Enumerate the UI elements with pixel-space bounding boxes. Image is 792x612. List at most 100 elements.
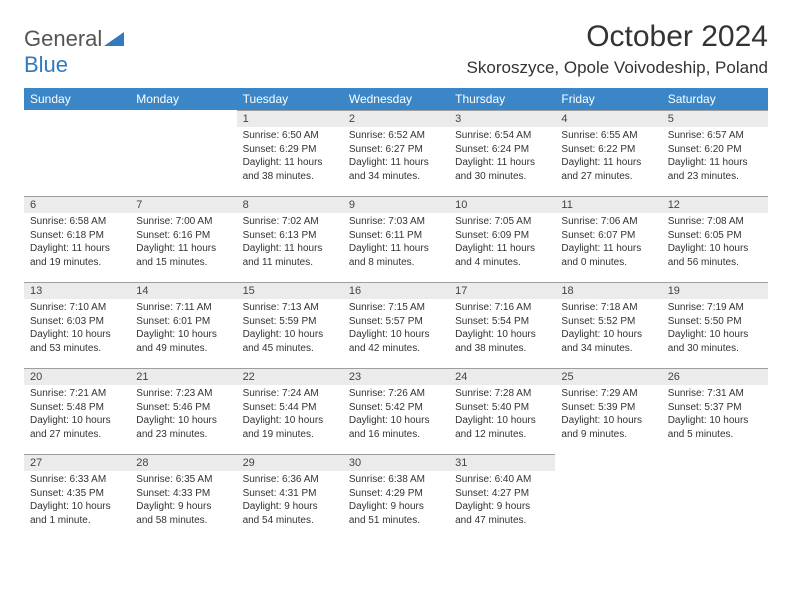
day-number: 11 [555, 196, 661, 213]
day-content: Sunrise: 7:15 AMSunset: 5:57 PMDaylight:… [343, 299, 449, 357]
header: General Blue October 2024 Skoroszyce, Op… [24, 20, 768, 86]
sunset-text: Sunset: 5:37 PM [668, 401, 762, 415]
sunrise-text: Sunrise: 7:15 AM [349, 301, 443, 315]
calendar-cell: 24Sunrise: 7:28 AMSunset: 5:40 PMDayligh… [449, 368, 555, 454]
daylight-text: Daylight: 11 hours and 27 minutes. [561, 156, 655, 183]
sunset-text: Sunset: 4:31 PM [243, 487, 337, 501]
weekday-header: Saturday [662, 88, 768, 110]
day-number: 7 [130, 196, 236, 213]
sunrise-text: Sunrise: 6:50 AM [243, 129, 337, 143]
table-row: 13Sunrise: 7:10 AMSunset: 6:03 PMDayligh… [24, 282, 768, 368]
calendar-cell: 7Sunrise: 7:00 AMSunset: 6:16 PMDaylight… [130, 196, 236, 282]
calendar-cell: 1Sunrise: 6:50 AMSunset: 6:29 PMDaylight… [237, 110, 343, 196]
calendar-cell: 14Sunrise: 7:11 AMSunset: 6:01 PMDayligh… [130, 282, 236, 368]
calendar-cell: 19Sunrise: 7:19 AMSunset: 5:50 PMDayligh… [662, 282, 768, 368]
day-content: Sunrise: 6:54 AMSunset: 6:24 PMDaylight:… [449, 127, 555, 185]
day-content: Sunrise: 7:28 AMSunset: 5:40 PMDaylight:… [449, 385, 555, 443]
day-number: 17 [449, 282, 555, 299]
calendar-cell: 21Sunrise: 7:23 AMSunset: 5:46 PMDayligh… [130, 368, 236, 454]
day-number: 19 [662, 282, 768, 299]
day-content: Sunrise: 6:40 AMSunset: 4:27 PMDaylight:… [449, 471, 555, 529]
day-content: Sunrise: 6:52 AMSunset: 6:27 PMDaylight:… [343, 127, 449, 185]
table-row: 1Sunrise: 6:50 AMSunset: 6:29 PMDaylight… [24, 110, 768, 196]
calendar-cell [662, 454, 768, 540]
calendar-header: SundayMondayTuesdayWednesdayThursdayFrid… [24, 88, 768, 110]
daylight-text: Daylight: 10 hours and 9 minutes. [561, 414, 655, 441]
day-number: 2 [343, 110, 449, 127]
daylight-text: Daylight: 11 hours and 11 minutes. [243, 242, 337, 269]
day-content: Sunrise: 6:58 AMSunset: 6:18 PMDaylight:… [24, 213, 130, 271]
sunrise-text: Sunrise: 6:40 AM [455, 473, 549, 487]
table-row: 20Sunrise: 7:21 AMSunset: 5:48 PMDayligh… [24, 368, 768, 454]
daylight-text: Daylight: 10 hours and 45 minutes. [243, 328, 337, 355]
sunrise-text: Sunrise: 7:29 AM [561, 387, 655, 401]
weekday-header: Sunday [24, 88, 130, 110]
sunrise-text: Sunrise: 7:26 AM [349, 387, 443, 401]
day-content: Sunrise: 6:35 AMSunset: 4:33 PMDaylight:… [130, 471, 236, 529]
calendar-cell: 2Sunrise: 6:52 AMSunset: 6:27 PMDaylight… [343, 110, 449, 196]
day-number: 5 [662, 110, 768, 127]
sunrise-text: Sunrise: 6:35 AM [136, 473, 230, 487]
day-number: 13 [24, 282, 130, 299]
sunset-text: Sunset: 6:11 PM [349, 229, 443, 243]
day-content: Sunrise: 7:26 AMSunset: 5:42 PMDaylight:… [343, 385, 449, 443]
sunset-text: Sunset: 6:18 PM [30, 229, 124, 243]
calendar-cell: 23Sunrise: 7:26 AMSunset: 5:42 PMDayligh… [343, 368, 449, 454]
sunset-text: Sunset: 6:13 PM [243, 229, 337, 243]
day-number: 3 [449, 110, 555, 127]
daylight-text: Daylight: 9 hours and 51 minutes. [349, 500, 443, 527]
daylight-text: Daylight: 10 hours and 19 minutes. [243, 414, 337, 441]
sunrise-text: Sunrise: 7:00 AM [136, 215, 230, 229]
day-number: 10 [449, 196, 555, 213]
day-number: 16 [343, 282, 449, 299]
month-title: October 2024 [467, 20, 768, 54]
sunset-text: Sunset: 5:39 PM [561, 401, 655, 415]
logo-triangle-icon [104, 32, 124, 46]
day-number: 26 [662, 368, 768, 385]
sunset-text: Sunset: 6:01 PM [136, 315, 230, 329]
day-number: 20 [24, 368, 130, 385]
daylight-text: Daylight: 10 hours and 49 minutes. [136, 328, 230, 355]
daylight-text: Daylight: 11 hours and 0 minutes. [561, 242, 655, 269]
sunrise-text: Sunrise: 6:38 AM [349, 473, 443, 487]
sunset-text: Sunset: 4:33 PM [136, 487, 230, 501]
day-number: 12 [662, 196, 768, 213]
day-content: Sunrise: 7:08 AMSunset: 6:05 PMDaylight:… [662, 213, 768, 271]
calendar-cell: 27Sunrise: 6:33 AMSunset: 4:35 PMDayligh… [24, 454, 130, 540]
daylight-text: Daylight: 10 hours and 27 minutes. [30, 414, 124, 441]
weekday-header: Friday [555, 88, 661, 110]
calendar-cell: 3Sunrise: 6:54 AMSunset: 6:24 PMDaylight… [449, 110, 555, 196]
calendar-cell: 8Sunrise: 7:02 AMSunset: 6:13 PMDaylight… [237, 196, 343, 282]
daylight-text: Daylight: 10 hours and 34 minutes. [561, 328, 655, 355]
calendar-cell: 16Sunrise: 7:15 AMSunset: 5:57 PMDayligh… [343, 282, 449, 368]
day-number: 4 [555, 110, 661, 127]
sunrise-text: Sunrise: 7:05 AM [455, 215, 549, 229]
sunset-text: Sunset: 6:05 PM [668, 229, 762, 243]
daylight-text: Daylight: 11 hours and 38 minutes. [243, 156, 337, 183]
daylight-text: Daylight: 9 hours and 58 minutes. [136, 500, 230, 527]
table-row: 6Sunrise: 6:58 AMSunset: 6:18 PMDaylight… [24, 196, 768, 282]
daylight-text: Daylight: 11 hours and 8 minutes. [349, 242, 443, 269]
day-number: 24 [449, 368, 555, 385]
calendar-cell: 12Sunrise: 7:08 AMSunset: 6:05 PMDayligh… [662, 196, 768, 282]
weekday-header: Tuesday [237, 88, 343, 110]
sunrise-text: Sunrise: 7:16 AM [455, 301, 549, 315]
calendar-cell: 30Sunrise: 6:38 AMSunset: 4:29 PMDayligh… [343, 454, 449, 540]
day-content: Sunrise: 6:50 AMSunset: 6:29 PMDaylight:… [237, 127, 343, 185]
daylight-text: Daylight: 11 hours and 23 minutes. [668, 156, 762, 183]
day-number: 1 [237, 110, 343, 127]
sunrise-text: Sunrise: 6:57 AM [668, 129, 762, 143]
daylight-text: Daylight: 10 hours and 23 minutes. [136, 414, 230, 441]
sunrise-text: Sunrise: 6:54 AM [455, 129, 549, 143]
day-number: 23 [343, 368, 449, 385]
calendar-cell [130, 110, 236, 196]
day-content: Sunrise: 7:03 AMSunset: 6:11 PMDaylight:… [343, 213, 449, 271]
day-content: Sunrise: 7:23 AMSunset: 5:46 PMDaylight:… [130, 385, 236, 443]
sunset-text: Sunset: 5:54 PM [455, 315, 549, 329]
day-number: 29 [237, 454, 343, 471]
calendar-cell: 29Sunrise: 6:36 AMSunset: 4:31 PMDayligh… [237, 454, 343, 540]
sunrise-text: Sunrise: 7:19 AM [668, 301, 762, 315]
sunrise-text: Sunrise: 7:02 AM [243, 215, 337, 229]
sunset-text: Sunset: 6:07 PM [561, 229, 655, 243]
day-number: 30 [343, 454, 449, 471]
